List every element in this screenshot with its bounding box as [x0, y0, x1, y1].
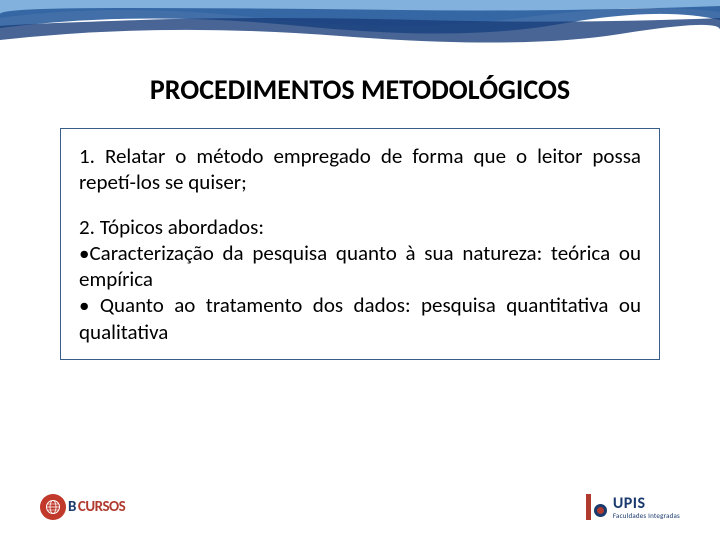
upis-mark-icon	[586, 492, 610, 522]
content-box: 1. Relatar o método empregado de forma q…	[60, 128, 660, 360]
logo-upis: UPIS Faculdades Integradas	[586, 492, 680, 522]
logo-left-text-2: CURSOS	[78, 498, 125, 516]
logo-right-name: UPIS	[613, 496, 680, 512]
header-wave-decoration	[0, 0, 720, 55]
logo-right-tagline: Faculdades Integradas	[613, 512, 680, 519]
paragraph-2: 2. Tópicos abordados: •Caracterização da…	[79, 214, 641, 345]
logo-left-text-1: B	[68, 498, 76, 516]
slide-title: PROCEDIMENTOS METODOLÓGICOS	[0, 72, 720, 107]
logo-obcursos: BCURSOS	[40, 494, 125, 520]
globe-icon	[40, 494, 66, 520]
paragraph-1: 1. Relatar o método empregado de forma q…	[79, 143, 641, 196]
